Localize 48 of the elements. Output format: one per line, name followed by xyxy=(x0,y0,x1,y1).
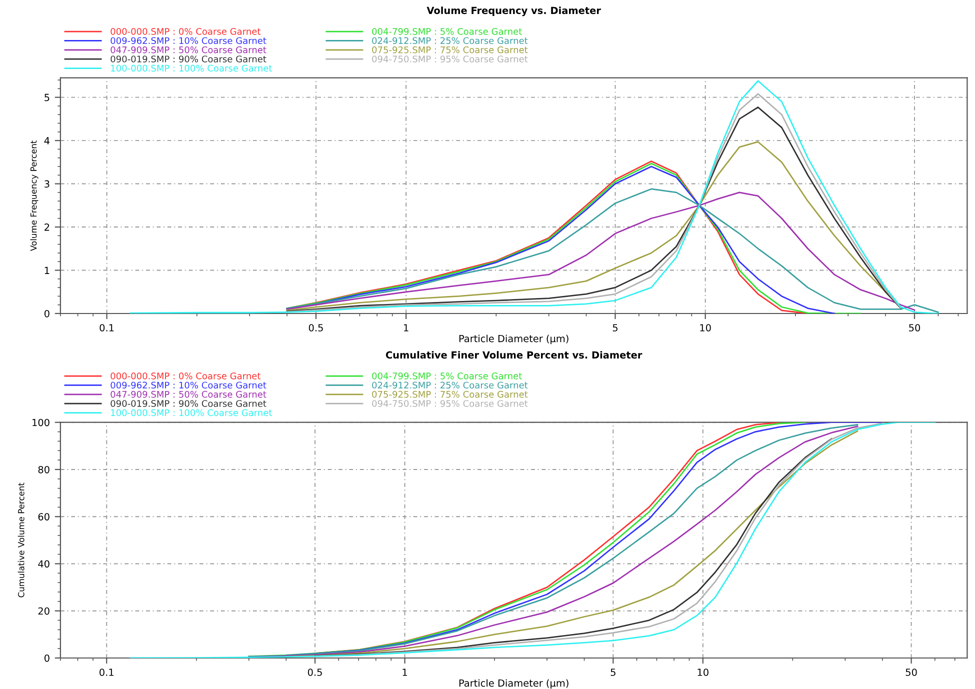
legend-label: 094-750.SMP : 95% Coarse Garnet xyxy=(372,400,528,407)
x-tick-label: 1 xyxy=(404,324,408,332)
legend-label: 075-925.SMP : 75% Coarse Garnet xyxy=(372,46,528,54)
legend-label: 075-925.SMP : 75% Coarse Garnet xyxy=(372,390,528,398)
legend-label: 047-909.SMP : 50% Coarse Garnet xyxy=(110,46,266,54)
legend-label: 024-912.SMP : 25% Coarse Garnet xyxy=(372,37,528,44)
y-tick-label: 3 xyxy=(44,180,50,188)
legend-label: 009-962.SMP : 10% Coarse Garnet xyxy=(110,382,266,389)
x-axis-title: Particle Diameter (µm) xyxy=(459,334,568,344)
legend-label: 000-000.SMP : 0% Coarse Garnet xyxy=(110,28,261,35)
y-tick-label: 1 xyxy=(44,266,50,274)
y-tick-label: 2 xyxy=(44,224,50,231)
y-tick-label: 0 xyxy=(44,654,50,662)
y-tick-label: 80 xyxy=(38,466,50,474)
legend-label: 090-019.SMP : 90% Coarse Garnet xyxy=(110,56,266,62)
x-tick-label: 0.5 xyxy=(308,668,322,676)
y-tick-label: 60 xyxy=(38,513,50,520)
x-tick-label: 0.5 xyxy=(308,324,323,332)
legend-label: 094-750.SMP : 95% Coarse Garnet xyxy=(372,56,528,62)
y-axis-title: Volume Frequency Percent xyxy=(30,140,38,251)
y-tick-label: 100 xyxy=(32,418,50,426)
legend-label: 100-000.SMP : 100% Coarse Garnet xyxy=(111,409,272,416)
legend-label: 004-799.SMP : 5% Coarse Garnet xyxy=(372,372,522,380)
chart-title: Volume Frequency vs. Diameter xyxy=(426,6,601,16)
x-tick-label: 50 xyxy=(909,324,920,332)
legend-label: 024-912.SMP : 25% Coarse Garnet xyxy=(372,382,528,389)
x-tick-label: 1 xyxy=(402,668,407,676)
x-tick-label: 5 xyxy=(610,668,616,676)
y-tick-label: 40 xyxy=(38,560,50,568)
legend-label: 090-019.SMP : 90% Coarse Garnet xyxy=(110,400,266,407)
y-tick-label: 5 xyxy=(44,94,50,102)
x-tick-label: 50 xyxy=(906,668,917,676)
x-tick-label: 10 xyxy=(700,324,711,332)
legend-label: 047-909.SMP : 50% Coarse Garnet xyxy=(110,390,266,398)
y-axis-title: Cumulative Volume Percent xyxy=(18,482,24,598)
y-tick-label: 4 xyxy=(44,137,50,144)
legend-label: 009-962.SMP : 10% Coarse Garnet xyxy=(110,37,266,44)
legend-label: 004-799.SMP : 5% Coarse Garnet xyxy=(372,28,522,35)
x-tick-label: 0.1 xyxy=(100,668,114,676)
x-tick-label: 5 xyxy=(612,324,618,332)
legend-label: 000-000.SMP : 0% Coarse Garnet xyxy=(110,372,261,380)
x-axis-title: Particle Diameter (µm) xyxy=(459,679,568,689)
legend-label: 100-000.SMP : 100% Coarse Garnet xyxy=(111,64,272,72)
chart-title: Cumulative Finer Volume Percent vs. Diameter xyxy=(386,351,642,359)
y-tick-label: 0 xyxy=(44,310,50,318)
x-tick-label: 0.1 xyxy=(100,324,114,332)
y-tick-label: 20 xyxy=(38,607,50,615)
x-tick-label: 10 xyxy=(698,668,708,676)
